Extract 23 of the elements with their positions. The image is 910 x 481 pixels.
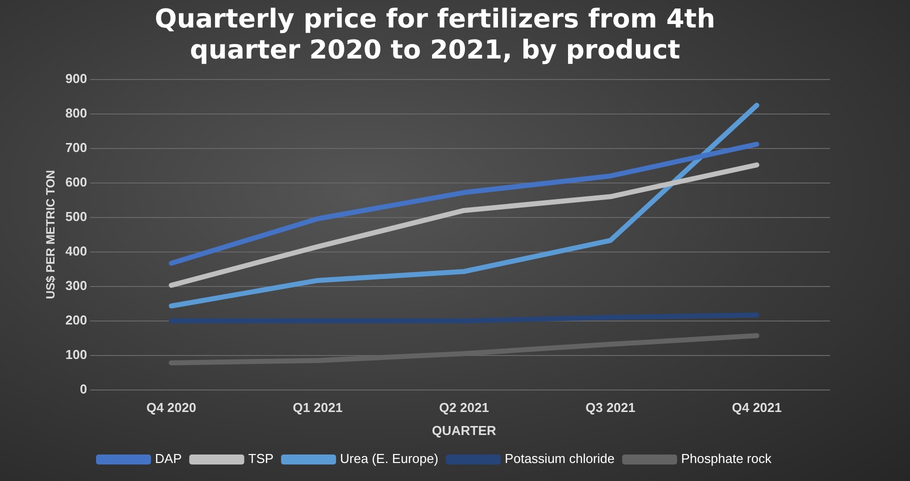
legend-label: Phosphate rock — [681, 451, 772, 466]
legend-label: DAP — [155, 451, 182, 466]
x-axis-title: QUARTER — [432, 422, 497, 438]
x-tick-label: Q3 2021 — [585, 400, 636, 416]
y-tick-label: 600 — [65, 174, 88, 190]
legend-label: TSP — [248, 451, 274, 466]
y-axis-title: US$ PER METRIC TON — [44, 170, 58, 300]
y-tick-label: 500 — [65, 208, 88, 224]
y-tick-label: 100 — [65, 346, 88, 362]
legend-label: Urea (E. Europe) — [340, 451, 438, 466]
y-tick-label: 200 — [65, 312, 88, 328]
y-tick-label: 300 — [65, 278, 88, 293]
y-tick-label: 400 — [65, 243, 88, 258]
y-tick-label: 0 — [80, 381, 88, 396]
x-tick-label: Q1 2021 — [292, 400, 343, 416]
legend-label: Potassium chloride — [504, 451, 615, 466]
y-tick-label: 800 — [65, 105, 88, 120]
x-tick-label: Q4 2021 — [732, 400, 782, 416]
x-tick-label: Q4 2020 — [146, 400, 196, 416]
y-tick-label: 700 — [65, 140, 88, 155]
chart-title: Quarterly price for fertilizers from 4th quarter 2020 to 2021, by product — [154, 4, 716, 66]
x-tick-label: Q2 2021 — [439, 400, 489, 416]
y-tick-label: 900 — [65, 70, 88, 86]
